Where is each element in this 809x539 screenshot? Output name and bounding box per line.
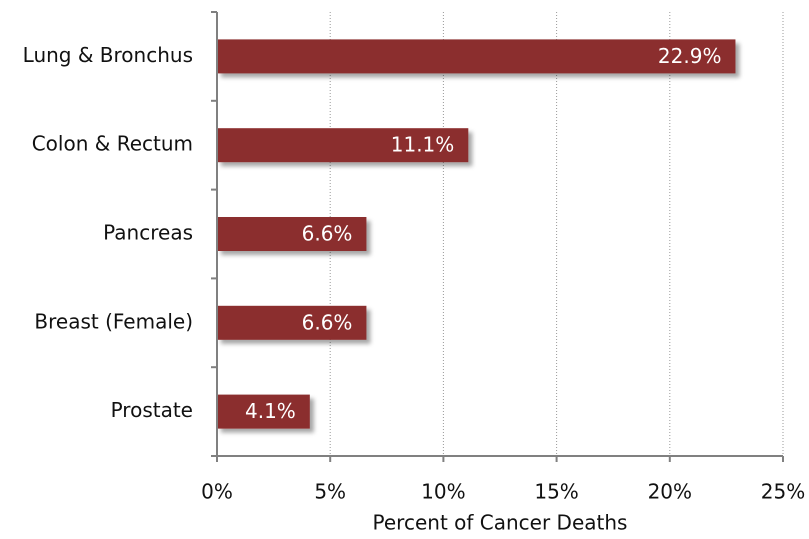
value-label: 6.6% [302, 222, 353, 246]
y-tick-label: Pancreas [103, 221, 193, 245]
x-tick-label: 25% [761, 480, 805, 504]
y-tick-label: Breast (Female) [34, 309, 193, 333]
value-label: 22.9% [658, 44, 722, 68]
bar [217, 39, 736, 74]
y-tick-label: Prostate [111, 398, 193, 422]
value-label: 4.1% [245, 399, 296, 423]
x-tick-label: 5% [314, 480, 346, 504]
x-tick-label: 0% [201, 480, 233, 504]
bar [217, 128, 469, 163]
x-axis-label: Percent of Cancer Deaths [373, 511, 628, 535]
value-label: 6.6% [302, 310, 353, 334]
bar [217, 305, 367, 340]
y-tick-label: Lung & Bronchus [23, 43, 193, 67]
x-tick-label: 15% [534, 480, 578, 504]
bars [217, 39, 736, 429]
value-label: 11.1% [391, 133, 455, 157]
bar [217, 217, 367, 251]
bar [217, 394, 310, 429]
y-tick-label: Colon & Rectum [32, 132, 193, 156]
x-tick-label: 10% [421, 480, 465, 504]
x-tick-label: 20% [648, 480, 692, 504]
grid [329, 12, 784, 456]
